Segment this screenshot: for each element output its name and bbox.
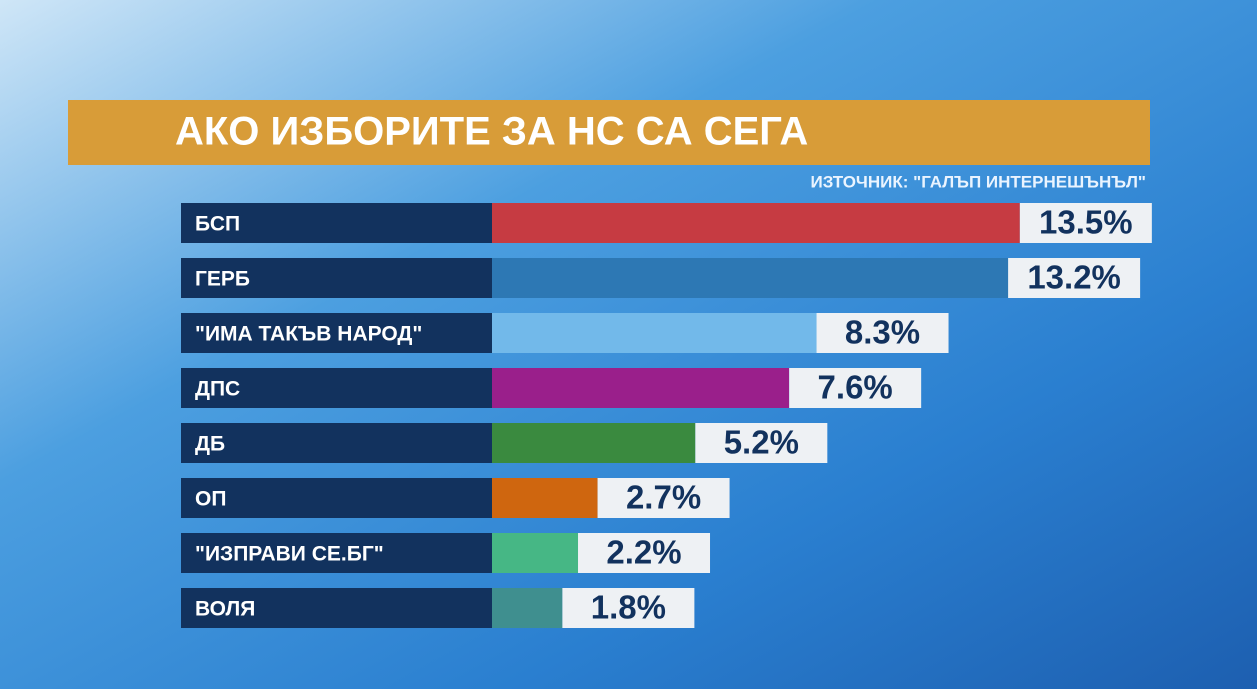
bar	[492, 423, 696, 463]
title-bar	[68, 100, 1150, 165]
bar	[492, 203, 1020, 243]
value-label: 5.2%	[724, 424, 799, 461]
category-box	[181, 368, 492, 408]
value-box	[789, 368, 922, 408]
category-box	[181, 203, 492, 243]
value-box	[1008, 258, 1141, 298]
category-box	[181, 533, 492, 573]
category-box	[181, 478, 492, 518]
category-label: БСП	[195, 213, 240, 236]
value-box	[1019, 203, 1152, 243]
category-box	[181, 588, 492, 628]
value-label: 13.5%	[1039, 204, 1133, 241]
category-box	[181, 313, 492, 353]
bar	[492, 368, 790, 408]
value-box	[578, 533, 711, 573]
bar	[492, 313, 817, 353]
category-label: "ИЗПРАВИ СЕ.БГ"	[195, 543, 384, 566]
chart-title: АКО ИЗБОРИТЕ ЗА НС СА СЕГА	[175, 110, 808, 154]
value-label: 2.7%	[626, 479, 701, 516]
source: ИЗТОЧНИК: "ГАЛЪП ИНТЕРНЕШЪНЪЛ"	[811, 172, 1146, 191]
category-label: ДБ	[195, 433, 225, 456]
value-box	[695, 423, 828, 463]
value-label: 8.3%	[845, 314, 920, 351]
category-label: ВОЛЯ	[195, 598, 255, 621]
bar	[492, 258, 1009, 298]
bar	[492, 588, 563, 628]
bar	[492, 478, 598, 518]
bar	[492, 533, 579, 573]
value-label: 1.8%	[591, 589, 666, 626]
category-label: "ИМА ТАКЪВ НАРОД"	[195, 323, 422, 346]
value-label: 13.2%	[1027, 259, 1121, 296]
category-label: ДПС	[195, 378, 240, 401]
value-box	[597, 478, 730, 518]
category-box	[181, 258, 492, 298]
value-label: 2.2%	[606, 534, 681, 571]
category-box	[181, 423, 492, 463]
value-box	[816, 313, 949, 353]
category-label: ОП	[195, 488, 226, 511]
value-box	[562, 588, 695, 628]
category-label: ГЕРБ	[195, 268, 250, 291]
value-label: 7.6%	[818, 369, 893, 406]
